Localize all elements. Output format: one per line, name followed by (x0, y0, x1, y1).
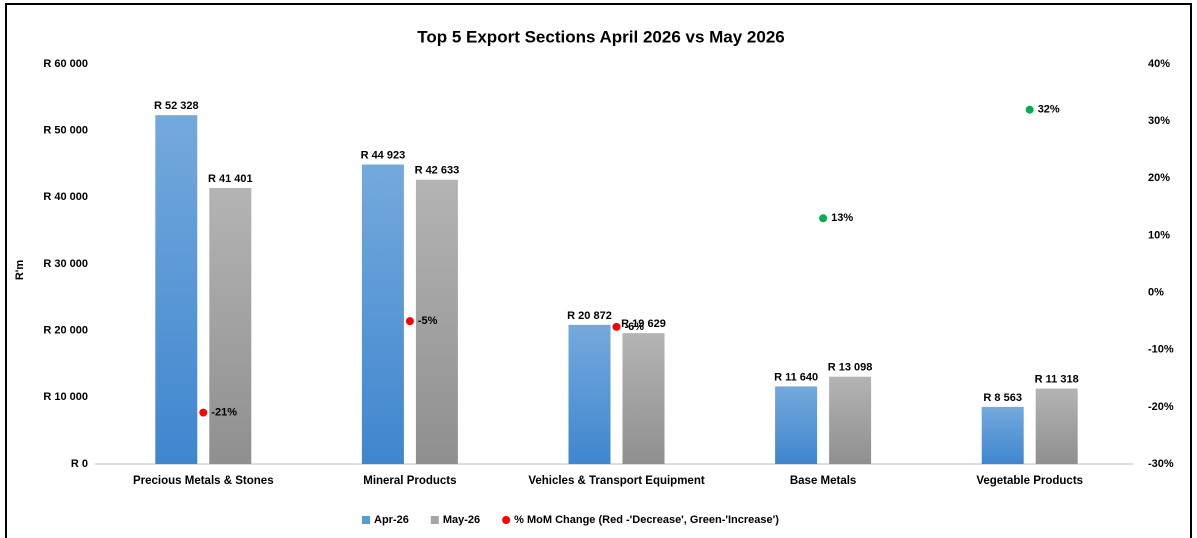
y-tick-label: R 10 000 (43, 391, 88, 403)
legend-marker (502, 516, 511, 524)
y2-tick-label: 20% (1148, 172, 1170, 184)
bar (981, 406, 1024, 464)
y2-tick-label: 40% (1148, 58, 1170, 70)
y-tick-label: R 40 000 (43, 191, 88, 203)
bar (155, 115, 198, 464)
data-label: R 44 923 (361, 149, 406, 161)
data-label: 32% (1038, 104, 1060, 116)
bar (209, 187, 252, 464)
data-label: R 20 872 (567, 310, 612, 322)
data-label: 13% (831, 212, 853, 224)
y-tick-label: R 20 000 (43, 325, 88, 337)
bar (568, 324, 611, 464)
bar (622, 333, 665, 464)
marker (405, 317, 414, 326)
x-tick-label: Vehicles & Transport Equipment (528, 475, 705, 487)
data-label: -5% (418, 315, 438, 327)
y-axis-label: R'm (14, 260, 26, 281)
legend-label: Apr-26 (374, 514, 409, 526)
legend-label: % MoM Change (Red -'Decrease', Green-'In… (514, 514, 779, 526)
x-tick-label: Base Metals (790, 475, 856, 487)
y2-tick-label: -10% (1148, 344, 1174, 356)
bar (415, 179, 458, 464)
data-label: R 41 401 (208, 173, 253, 185)
marker (199, 408, 208, 417)
x-tick-label: Vegetable Products (976, 475, 1083, 487)
legend-swatch (362, 516, 370, 524)
y-tick-label: R 50 000 (43, 125, 88, 137)
y2-tick-label: -30% (1148, 458, 1174, 470)
y-tick-label: R 0 (71, 458, 88, 470)
data-label: -6% (625, 321, 645, 333)
bar (1035, 388, 1078, 464)
y2-tick-label: 10% (1148, 229, 1170, 241)
legend-label: May-26 (443, 514, 480, 526)
data-label: R 13 098 (828, 362, 873, 374)
marker (819, 214, 828, 223)
bar (361, 164, 404, 464)
marker (1025, 105, 1034, 114)
y2-tick-label: 30% (1148, 115, 1170, 127)
y-tick-label: R 30 000 (43, 258, 88, 270)
y2-tick-label: 0% (1148, 286, 1164, 298)
data-label: R 11 318 (1035, 373, 1079, 385)
data-label: -21% (211, 406, 237, 418)
x-tick-label: Precious Metals & Stones (133, 475, 274, 487)
bar (775, 386, 818, 464)
chart-title: Top 5 Export Sections April 2026 vs May … (417, 27, 785, 46)
y2-tick-label: -20% (1148, 401, 1174, 413)
x-tick-label: Mineral Products (363, 475, 456, 487)
y-tick-label: R 60 000 (43, 58, 88, 70)
data-label: R 52 328 (154, 100, 199, 112)
bar (829, 376, 872, 464)
marker (612, 322, 621, 331)
legend-swatch (430, 516, 439, 524)
data-label: R 42 633 (415, 165, 460, 177)
data-label: R 8 563 (983, 392, 1022, 404)
data-label: R 11 640 (774, 371, 818, 383)
data-label: R 19 629 (621, 318, 666, 330)
